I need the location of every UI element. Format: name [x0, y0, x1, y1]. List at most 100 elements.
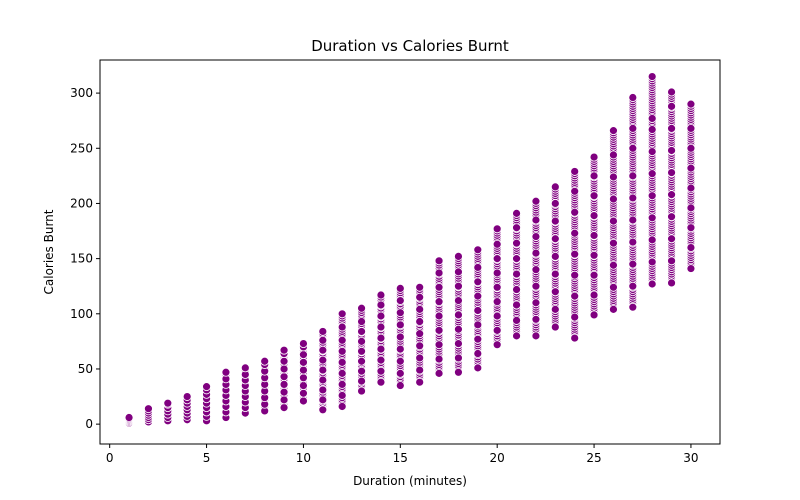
data-point: [454, 296, 463, 305]
data-point: [299, 388, 308, 398]
data-point: [492, 340, 502, 350]
data-point: [395, 332, 405, 342]
data-point: [492, 282, 502, 292]
data-point: [376, 355, 386, 365]
x-axis-label: Duration (minutes): [353, 474, 467, 488]
data-point: [647, 147, 657, 156]
data-point: [531, 215, 541, 225]
data-point: [667, 212, 676, 222]
data-point: [221, 367, 231, 377]
y-tick-label: 200: [70, 196, 93, 210]
data-point: [686, 203, 696, 213]
data-point: [531, 232, 541, 241]
data-point: [454, 267, 463, 277]
data-point: [337, 380, 347, 389]
x-tick-label: 5: [203, 451, 211, 465]
data-point: [473, 291, 483, 301]
data-point: [415, 292, 425, 302]
data-point: [686, 99, 696, 109]
data-point: [531, 298, 541, 308]
data-point: [415, 341, 425, 351]
data-point: [337, 346, 347, 356]
data-point: [686, 223, 696, 233]
plot-frame: [99, 59, 721, 445]
data-point: [609, 304, 618, 314]
data-point: [589, 290, 599, 300]
data-point: [357, 356, 366, 366]
data-point: [376, 311, 386, 321]
data-point: [473, 245, 483, 255]
data-point: [589, 171, 599, 181]
x-tick-label: 15: [393, 451, 408, 465]
data-point: [415, 365, 425, 375]
data-point: [318, 375, 328, 385]
data-point: [550, 199, 560, 208]
data-point: [492, 311, 502, 321]
data-point: [550, 216, 560, 226]
data-point: [667, 256, 676, 266]
data-point: [473, 349, 483, 358]
data-point: [512, 254, 521, 264]
data-point: [163, 398, 173, 408]
data-point: [434, 297, 444, 307]
data-point: [434, 311, 444, 321]
data-point: [395, 308, 405, 318]
data-points: [124, 72, 696, 428]
data-point: [376, 290, 386, 300]
data-point: [647, 125, 657, 134]
data-point: [473, 334, 483, 344]
data-point: [550, 252, 560, 261]
data-point: [337, 391, 347, 400]
data-point: [550, 304, 560, 314]
data-point: [647, 235, 657, 245]
data-point: [628, 302, 638, 312]
data-point: [550, 182, 560, 192]
data-point: [628, 259, 638, 269]
data-point: [415, 329, 425, 339]
data-point: [299, 381, 308, 390]
data-point: [512, 331, 521, 341]
data-point: [609, 172, 618, 182]
data-point: [628, 193, 638, 203]
data-point: [299, 365, 308, 375]
data-point: [667, 101, 676, 111]
data-point: [609, 216, 618, 226]
data-point: [299, 396, 308, 406]
data-point: [279, 372, 289, 382]
data-point: [415, 304, 425, 314]
data-point: [182, 392, 192, 401]
data-point: [337, 368, 347, 378]
data-point: [628, 171, 638, 181]
data-point: [570, 167, 580, 176]
data-point: [357, 317, 366, 326]
data-point: [395, 296, 405, 305]
data-point: [647, 191, 657, 201]
data-point: [434, 340, 444, 350]
data-point: [357, 303, 366, 313]
data-point: [337, 322, 347, 332]
data-point: [260, 356, 270, 366]
data-point: [686, 124, 696, 133]
data-point: [589, 152, 599, 162]
x-tick-label: 30: [683, 451, 698, 465]
y-tick-label: 300: [70, 86, 93, 100]
data-point: [357, 336, 366, 346]
data-point: [628, 93, 638, 102]
data-point: [434, 325, 444, 335]
data-point: [686, 243, 696, 252]
data-point: [531, 248, 541, 258]
data-point: [492, 239, 502, 249]
data-point: [473, 306, 483, 315]
data-point: [415, 377, 425, 387]
data-point: [531, 281, 541, 291]
data-point: [124, 413, 134, 422]
data-point: [647, 72, 657, 81]
data-point: [531, 314, 541, 324]
data-point: [512, 238, 521, 248]
data-point: [667, 124, 676, 133]
data-point: [686, 163, 696, 173]
data-point: [434, 282, 444, 292]
data-point: [570, 270, 580, 280]
data-point: [318, 327, 328, 336]
